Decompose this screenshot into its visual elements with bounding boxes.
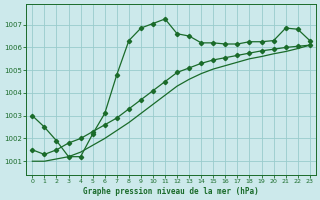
- X-axis label: Graphe pression niveau de la mer (hPa): Graphe pression niveau de la mer (hPa): [83, 187, 259, 196]
